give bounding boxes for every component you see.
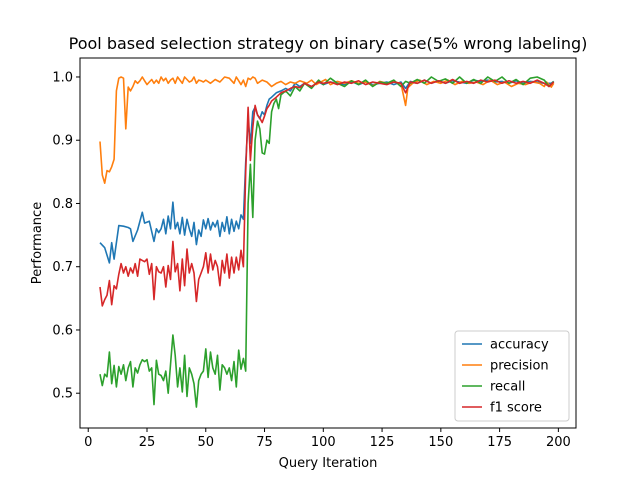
y-tick-label: 0.7: [52, 260, 73, 275]
legend-label: f1 score: [490, 401, 542, 416]
series-line-precision: [99, 76, 555, 184]
plot-frame: [79, 57, 577, 429]
x-tick-label: 125: [370, 435, 395, 450]
y-tick-label: 1.0: [52, 70, 73, 85]
y-tick-label: 0.6: [52, 323, 73, 338]
y-axis-ticks: 0.5 0.6 0.7 0.8 0.9 1.0: [52, 70, 80, 402]
x-tick-label: 75: [256, 435, 273, 450]
x-tick-label: 0: [84, 435, 92, 450]
x-tick-label: 175: [487, 435, 512, 450]
legend-label: precision: [490, 359, 549, 374]
chart-title: Pool based selection strategy on binary …: [69, 34, 588, 53]
y-tick-label: 0.5: [52, 387, 73, 402]
x-tick-label: 50: [197, 435, 214, 450]
series-line-f1-score: [99, 78, 555, 307]
x-axis-label: Query Iteration: [279, 456, 378, 471]
y-tick-label: 0.9: [52, 134, 73, 149]
x-tick-label: 25: [139, 435, 156, 450]
legend: accuracy precision recall f1 score: [454, 330, 570, 422]
series-line-recall: [99, 76, 555, 408]
x-tick-label: 200: [546, 435, 571, 450]
legend-box: [454, 330, 570, 422]
series-layer: [99, 76, 555, 408]
y-tick-label: 0.8: [52, 197, 73, 212]
x-tick-label: 100: [311, 435, 336, 450]
legend-label: recall: [490, 380, 525, 395]
x-tick-label: 150: [428, 435, 453, 450]
y-axis-label: Performance: [30, 202, 45, 284]
x-axis-ticks: 0 25 50 75 100 125 150 175 200: [84, 428, 571, 450]
legend-label: accuracy: [490, 338, 549, 353]
